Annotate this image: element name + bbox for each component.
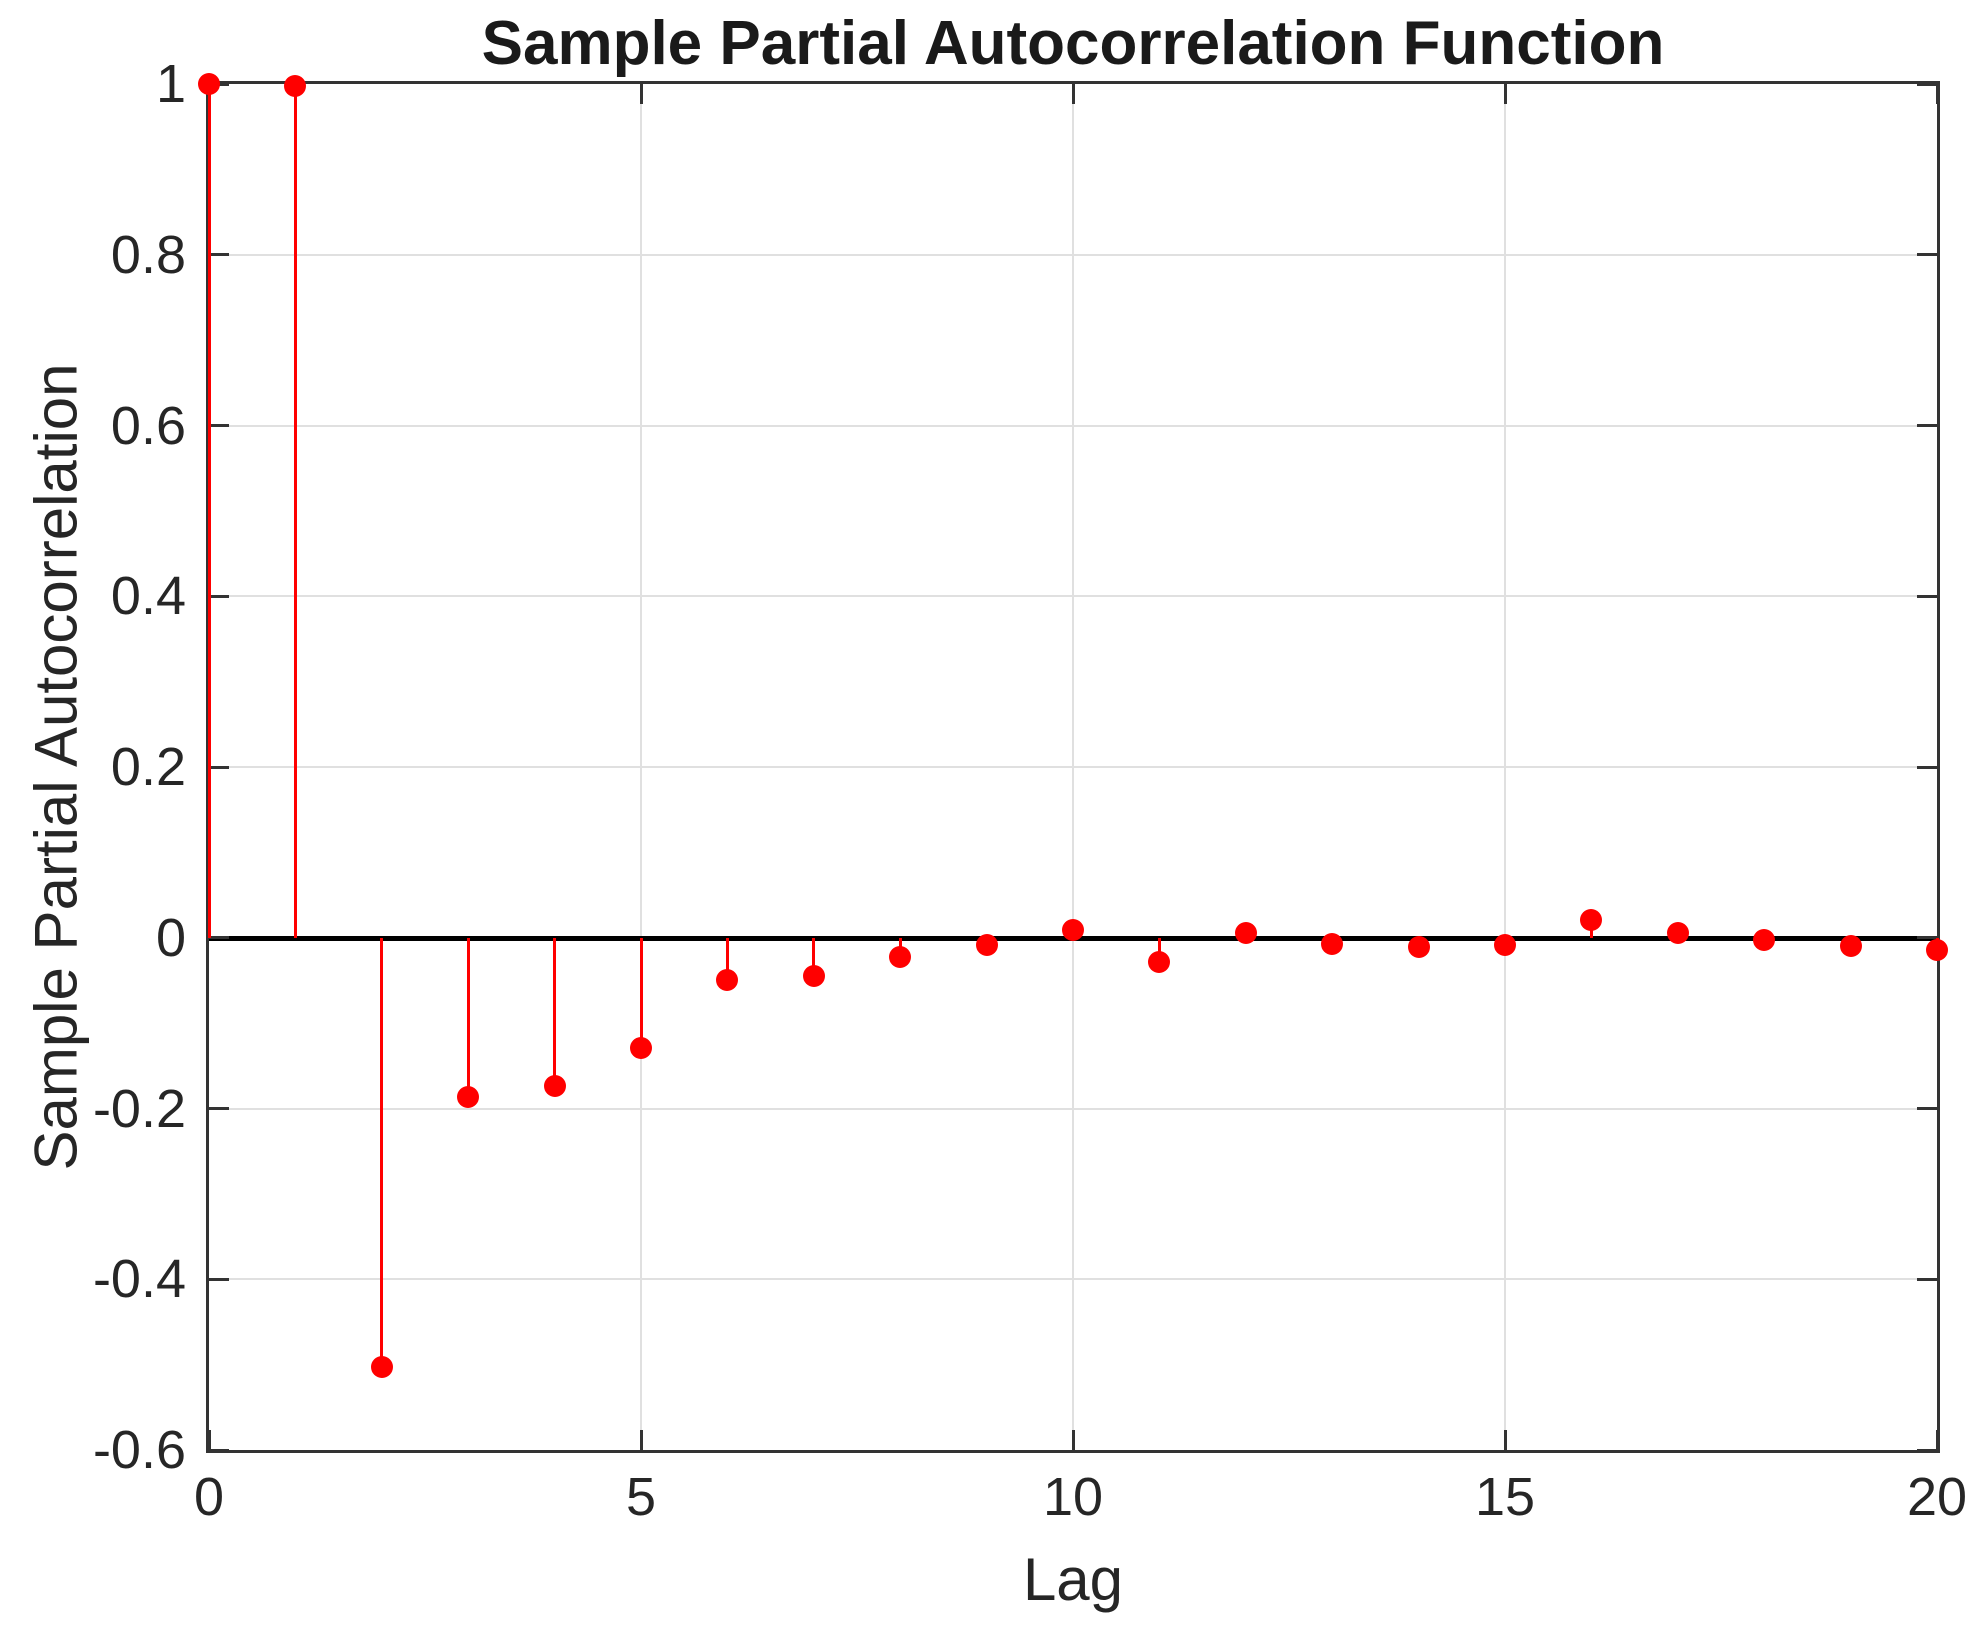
- stem: [466, 937, 470, 1098]
- x-tick-mark: [207, 1430, 211, 1450]
- y-tick-mark-right: [1917, 936, 1937, 940]
- stem-marker: [457, 1086, 480, 1109]
- stem-marker: [1753, 929, 1776, 952]
- stem: [639, 937, 643, 1048]
- stem-marker: [1062, 919, 1084, 942]
- v-gridline: [640, 84, 642, 1450]
- plot-area: [198, 73, 1948, 1453]
- stem-marker: [198, 73, 220, 95]
- x-tick-mark-top: [1071, 84, 1075, 104]
- stem-marker: [1407, 936, 1430, 959]
- chart-title: Sample Partial Autocorrelation Function: [481, 9, 1665, 78]
- stem-marker: [1839, 935, 1862, 958]
- y-tick-label: 0: [155, 907, 186, 968]
- stem-marker: [1321, 932, 1344, 955]
- y-tick-label: 1: [155, 54, 186, 114]
- stem-marker: [1234, 921, 1257, 944]
- x-tick-label: 0: [193, 1467, 225, 1527]
- stem: [380, 937, 384, 1368]
- y-tick-mark-right: [1917, 1107, 1937, 1110]
- stem-marker: [1926, 938, 1948, 961]
- y-tick-mark-right: [1917, 765, 1937, 769]
- v-gridline: [1072, 84, 1074, 1450]
- stem-marker: [630, 1036, 652, 1059]
- stem: [725, 937, 729, 980]
- stem-marker: [370, 1356, 393, 1379]
- y-tick-mark: [209, 1277, 229, 1281]
- y-tick-mark: [209, 1448, 229, 1452]
- x-tick-mark: [1935, 1430, 1939, 1450]
- y-tick-label: -0.6: [92, 1420, 186, 1480]
- y-tick-mark: [209, 594, 229, 598]
- x-tick-mark-top: [1503, 84, 1507, 104]
- y-tick-label: -0.4: [92, 1249, 186, 1310]
- stem: [207, 84, 211, 938]
- x-tick-mark: [1503, 1430, 1507, 1450]
- stem-marker: [889, 946, 912, 969]
- v-gridline: [1504, 84, 1506, 1450]
- x-tick-label: 5: [625, 1467, 657, 1527]
- x-tick-label: 15: [1474, 1467, 1536, 1527]
- stem: [553, 937, 557, 1087]
- x-tick-mark: [639, 1430, 643, 1450]
- y-tick-mark-right: [1917, 1277, 1937, 1281]
- y-tick-mark: [209, 253, 229, 257]
- y-tick-mark: [209, 936, 229, 940]
- x-axis-label: Lag: [1022, 1546, 1124, 1613]
- x-tick-label: 20: [1906, 1467, 1968, 1527]
- y-tick-mark-right: [1917, 594, 1937, 598]
- y-tick-label: 0.8: [110, 224, 186, 285]
- y-tick-mark-right: [1917, 82, 1937, 86]
- stem-marker: [716, 968, 739, 991]
- y-tick-mark-right: [1917, 253, 1937, 257]
- x-tick-mark: [1071, 1430, 1075, 1450]
- stem: [812, 937, 816, 977]
- y-tick-mark: [209, 765, 229, 769]
- stem-marker: [1580, 908, 1603, 931]
- y-tick-mark-right: [1917, 424, 1937, 427]
- y-tick-label: 0.4: [110, 566, 186, 627]
- stem-marker: [975, 934, 998, 957]
- y-tick-mark-right: [1917, 1448, 1937, 1452]
- y-tick-label: -0.2: [92, 1078, 186, 1139]
- x-tick-label: 10: [1042, 1467, 1104, 1527]
- y-tick-label: 0.2: [110, 737, 186, 797]
- x-tick-mark-top: [639, 84, 643, 104]
- x-tick-mark-top: [1935, 84, 1939, 104]
- stem: [293, 85, 297, 938]
- stem-marker: [284, 74, 307, 97]
- y-tick-mark: [209, 1107, 229, 1110]
- stem-marker: [1666, 921, 1689, 944]
- stem-marker: [543, 1075, 566, 1098]
- stem-marker: [802, 965, 825, 988]
- stem: [1157, 937, 1161, 962]
- stem-marker: [1494, 933, 1516, 956]
- y-tick-label: 0.6: [110, 395, 186, 456]
- stem-marker: [1148, 950, 1171, 973]
- y-tick-mark: [209, 424, 229, 427]
